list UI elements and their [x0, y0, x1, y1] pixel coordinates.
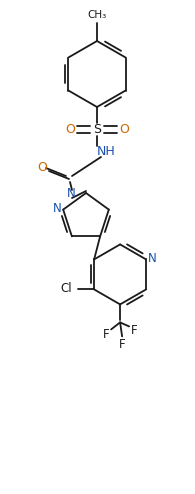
- Text: F: F: [103, 328, 109, 341]
- Text: N: N: [148, 252, 156, 265]
- Text: N: N: [67, 187, 75, 200]
- Text: NH: NH: [97, 145, 115, 158]
- Text: O: O: [119, 123, 129, 135]
- Text: S: S: [93, 123, 101, 135]
- Text: F: F: [131, 324, 137, 337]
- Text: O: O: [37, 161, 47, 173]
- Text: F: F: [119, 338, 125, 351]
- Text: O: O: [65, 123, 75, 135]
- Text: N: N: [53, 202, 62, 215]
- Text: CH₃: CH₃: [87, 10, 107, 20]
- Text: Cl: Cl: [60, 282, 72, 295]
